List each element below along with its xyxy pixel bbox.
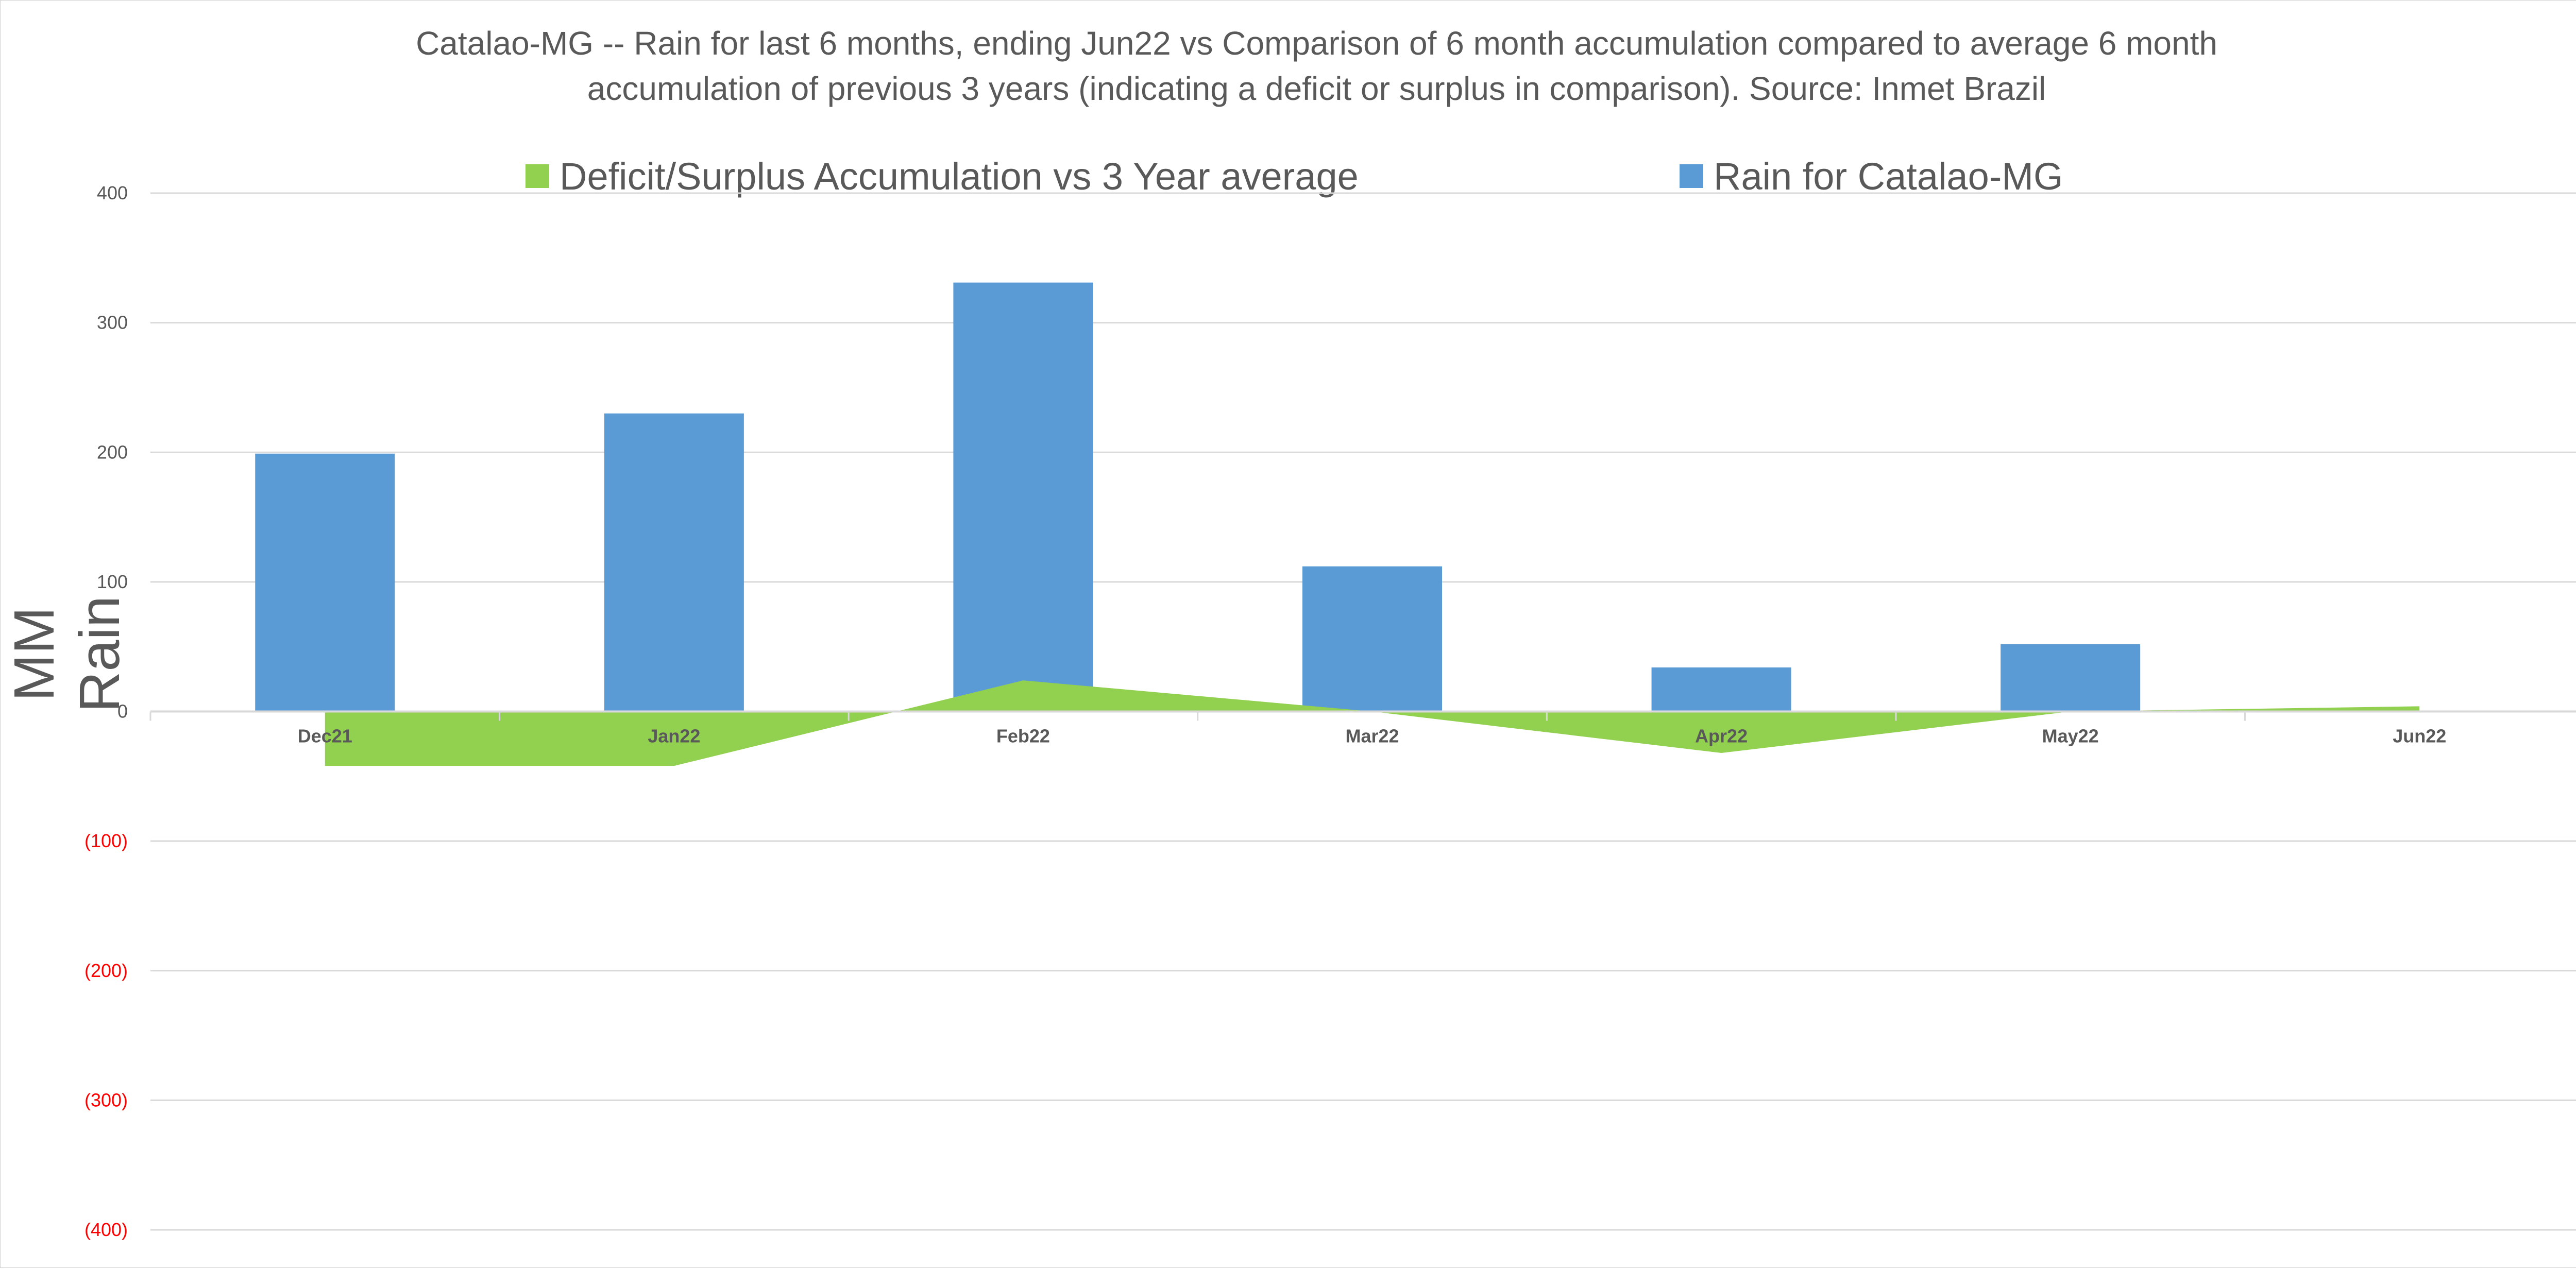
x-tick-label: Feb22: [996, 726, 1050, 747]
deficit-surplus-area: [325, 680, 2420, 766]
x-tick-label: Jun22: [2393, 726, 2446, 747]
legend-label-rain: Rain for Catalao-MG: [1714, 155, 2063, 198]
legend-swatch-deficit-surplus: [526, 164, 549, 188]
rain-bar: [953, 282, 1093, 712]
y-tick-label: 100: [97, 571, 128, 592]
y-tick-label: (300): [84, 1089, 128, 1110]
y-tick-label: 200: [97, 441, 128, 462]
chart-title-line-1: Catalao-MG -- Rain for last 6 months, en…: [416, 25, 2217, 62]
x-tick-label: May22: [2042, 726, 2099, 747]
legend-item-rain: Rain for Catalao-MG: [1680, 153, 2063, 199]
y-tick-label: 300: [97, 312, 128, 333]
legend-item-deficit-surplus: Deficit/Surplus Accumulation vs 3 Year a…: [526, 153, 1359, 199]
rain-bar: [1302, 566, 1443, 712]
x-tick-label: Mar22: [1345, 726, 1399, 747]
legend-label-deficit-surplus: Deficit/Surplus Accumulation vs 3 Year a…: [560, 155, 1359, 198]
y-tick-label: (100): [84, 830, 128, 851]
y-tick-label: (200): [84, 960, 128, 981]
rain-bar: [2001, 644, 2141, 712]
x-tick-label: Apr22: [1695, 726, 1748, 747]
rain-bar: [604, 413, 744, 712]
chart-title: Catalao-MG -- Rain for last 6 months, en…: [0, 21, 2576, 111]
chart-title-line-2: accumulation of previous 3 years (indica…: [587, 70, 2046, 107]
x-tick-label: Jan22: [648, 726, 700, 747]
rain-bar: [1651, 667, 1791, 712]
x-tick-label: Dec21: [298, 726, 352, 747]
y-tick-label: (400): [84, 1219, 128, 1240]
y-tick-label: 400: [97, 182, 128, 203]
rain-bar: [255, 453, 395, 712]
legend-swatch-rain: [1680, 164, 1703, 188]
y-tick-label: 0: [117, 701, 128, 722]
